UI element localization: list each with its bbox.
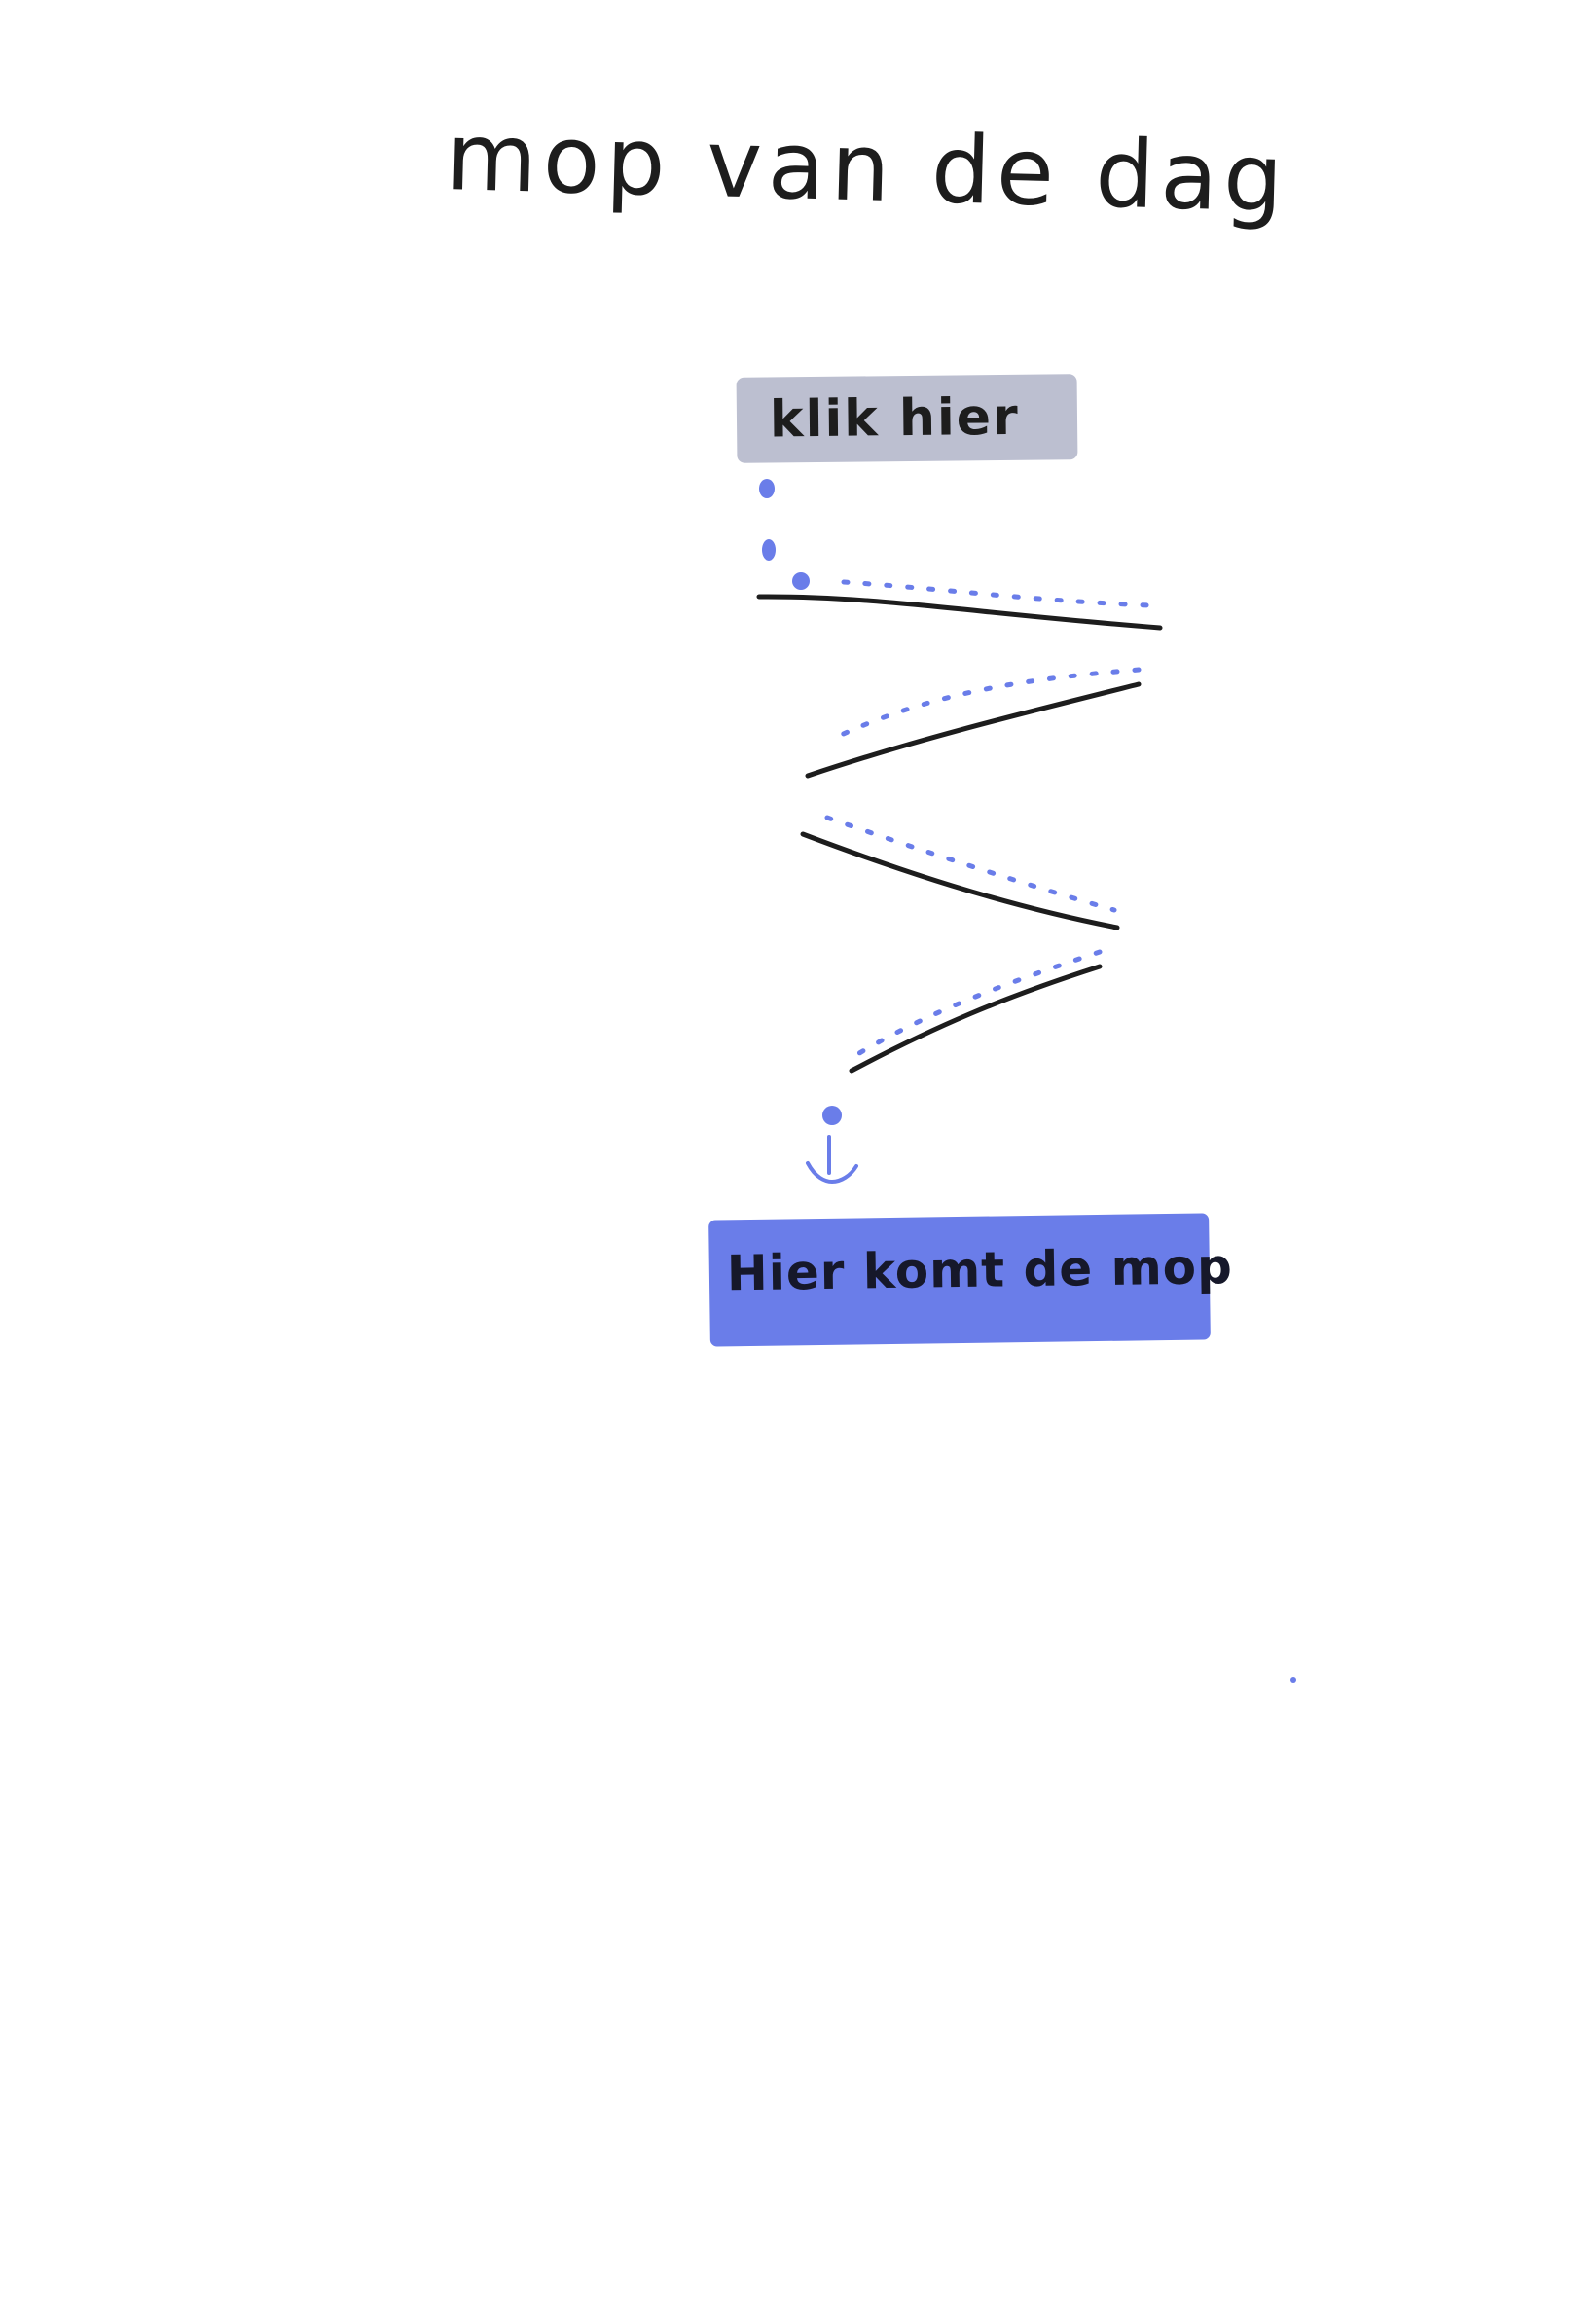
page-title: mop van de dag (445, 102, 1290, 234)
zigzag-line-1 (756, 594, 1163, 631)
zigzag-lines (756, 594, 1163, 1074)
stray-dot (1290, 1677, 1296, 1683)
dotted-path (824, 579, 1151, 1064)
joke-output-box: Hier komt de mop (708, 1213, 1233, 1347)
start-dots (759, 479, 810, 590)
down-arrow-icon (806, 1106, 858, 1185)
zigzag-line-4 (849, 964, 1103, 1074)
zigzag-line-2 (805, 681, 1142, 779)
click-here-button[interactable]: klik hier (736, 374, 1078, 463)
zigzag-line-3 (800, 831, 1120, 930)
